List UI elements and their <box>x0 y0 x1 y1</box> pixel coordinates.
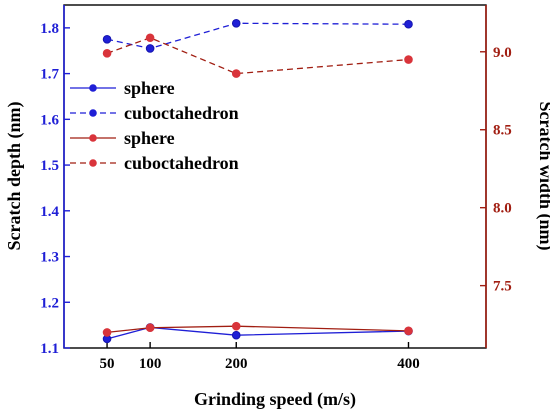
x-axis-label: Grinding speed (m/s) <box>194 389 356 410</box>
left-tick-label: 1.5 <box>40 158 59 174</box>
plot-frame <box>63 4 487 349</box>
series-line <box>106 37 409 75</box>
left-tick-label: 1.8 <box>40 21 59 37</box>
legend-label: sphere <box>124 78 175 98</box>
data-point <box>404 19 413 29</box>
x-tick-label: 50 <box>100 356 115 372</box>
left-tick-label: 1.7 <box>40 67 59 83</box>
right-axis-label: Scratch width (nm) <box>535 102 550 251</box>
left-tick-label: 1.4 <box>40 204 59 220</box>
legend: sphere cuboctahedron sphere cuboctahedron <box>70 78 239 173</box>
right-axis-ticks: 7.5 8.0 8.5 9.0 <box>480 45 512 295</box>
legend-marker <box>89 109 97 117</box>
series-line <box>106 22 409 50</box>
legend-label: sphere <box>124 128 175 148</box>
x-tick-label: 400 <box>397 356 420 372</box>
x-axis-ticks: 50 100 200 400 <box>100 342 420 372</box>
legend-label: cuboctahedron <box>124 103 239 123</box>
right-tick-label: 9.0 <box>493 45 512 61</box>
data-point <box>145 33 155 43</box>
left-axis-ticks: 1.1 1.2 1.3 1.4 1.5 1.6 1.7 1.8 <box>40 21 70 357</box>
series-layer <box>102 18 413 344</box>
data-point <box>145 323 155 333</box>
left-tick-label: 1.6 <box>40 112 59 128</box>
left-tick-label: 1.3 <box>40 250 59 266</box>
data-point <box>102 35 112 44</box>
data-point <box>231 18 241 28</box>
series-line <box>106 326 409 340</box>
data-point <box>231 321 241 331</box>
x-tick-label: 100 <box>139 356 162 372</box>
left-tick-label: 1.2 <box>40 295 59 311</box>
legend-label: cuboctahedron <box>124 153 239 173</box>
left-tick-label: 1.1 <box>40 341 59 357</box>
right-tick-label: 8.0 <box>493 201 512 217</box>
right-tick-label: 7.5 <box>493 279 512 295</box>
series-line <box>106 325 409 334</box>
legend-marker <box>89 134 97 142</box>
right-tick-label: 8.5 <box>493 123 512 139</box>
data-point <box>145 44 155 53</box>
left-axis-label: Scratch depth (nm) <box>4 102 25 251</box>
data-point <box>404 326 413 336</box>
x-tick-label: 200 <box>225 356 248 372</box>
data-point <box>102 49 112 58</box>
legend-marker <box>89 159 97 167</box>
data-point <box>231 330 241 340</box>
legend-marker <box>89 84 97 92</box>
data-point <box>404 55 413 64</box>
data-point <box>102 328 112 337</box>
data-point <box>231 69 241 78</box>
